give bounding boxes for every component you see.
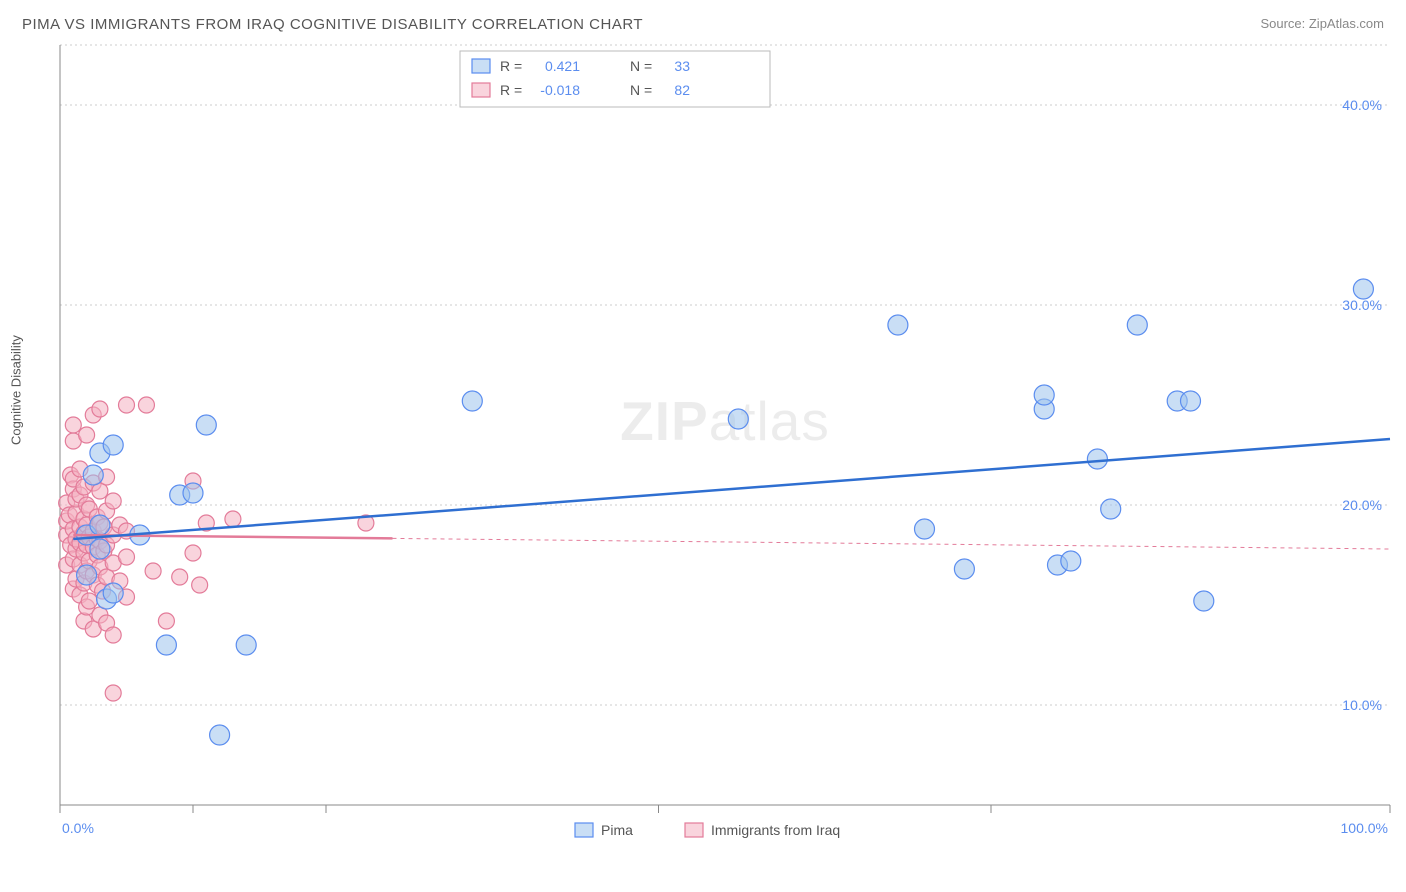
- data-point-blue: [156, 635, 176, 655]
- chart-svg: 0.0%100.0%10.0%20.0%30.0%40.0%ZIPatlasR …: [10, 35, 1396, 855]
- data-point-blue: [1087, 449, 1107, 469]
- header: PIMA VS IMMIGRANTS FROM IRAQ COGNITIVE D…: [10, 10, 1396, 35]
- data-point-blue: [90, 539, 110, 559]
- data-point-blue: [236, 635, 256, 655]
- data-point-pink: [105, 627, 121, 643]
- chart-container: PIMA VS IMMIGRANTS FROM IRAQ COGNITIVE D…: [10, 10, 1396, 882]
- legend-swatch-pink: [685, 823, 703, 837]
- stats-n-label: N =: [630, 58, 652, 74]
- source-attribution: Source: ZipAtlas.com: [1260, 16, 1384, 31]
- data-point-blue: [210, 725, 230, 745]
- data-point-blue: [1353, 279, 1373, 299]
- legend-label-blue: Pima: [601, 822, 633, 838]
- data-point-pink: [145, 563, 161, 579]
- data-point-pink: [158, 613, 174, 629]
- y-tick-label: 20.0%: [1342, 497, 1382, 513]
- data-point-blue: [1061, 551, 1081, 571]
- data-point-pink: [105, 685, 121, 701]
- data-point-blue: [728, 409, 748, 429]
- stats-n-value: 33: [674, 58, 690, 74]
- data-point-blue: [196, 415, 216, 435]
- watermark: ZIPatlas: [620, 390, 830, 452]
- stats-r-value: -0.018: [540, 82, 580, 98]
- stats-r-label: R =: [500, 58, 522, 74]
- data-point-blue: [1181, 391, 1201, 411]
- x-tick-label: 100.0%: [1341, 820, 1388, 836]
- chart-area: Cognitive Disability 0.0% 100.0% 10.0% 20.0…: [10, 35, 1396, 855]
- stats-swatch-blue: [472, 59, 490, 73]
- data-point-blue: [888, 315, 908, 335]
- y-tick-label: 40.0%: [1342, 97, 1382, 113]
- source-label: Source:: [1260, 16, 1308, 31]
- stats-n-label: N =: [630, 82, 652, 98]
- x-tick-label: 0.0%: [62, 820, 94, 836]
- data-point-pink: [79, 427, 95, 443]
- data-point-pink: [119, 397, 135, 413]
- data-point-blue: [1194, 591, 1214, 611]
- data-point-pink: [185, 545, 201, 561]
- data-point-blue: [103, 583, 123, 603]
- chart-title: PIMA VS IMMIGRANTS FROM IRAQ COGNITIVE D…: [22, 16, 643, 33]
- data-point-blue: [1034, 385, 1054, 405]
- source-value: ZipAtlas.com: [1309, 16, 1384, 31]
- stats-swatch-pink: [472, 83, 490, 97]
- stats-r-value: 0.421: [545, 58, 580, 74]
- data-point-blue: [462, 391, 482, 411]
- legend-label-pink: Immigrants from Iraq: [711, 822, 840, 838]
- data-point-pink: [65, 417, 81, 433]
- data-point-blue: [954, 559, 974, 579]
- legend-swatch-blue: [575, 823, 593, 837]
- data-point-blue: [77, 565, 97, 585]
- data-point-blue: [83, 465, 103, 485]
- stats-n-value: 82: [674, 82, 690, 98]
- data-point-pink: [138, 397, 154, 413]
- trend-line-blue: [73, 439, 1390, 539]
- data-point-blue: [183, 483, 203, 503]
- data-point-pink: [119, 549, 135, 565]
- y-axis-label: Cognitive Disability: [9, 335, 24, 445]
- y-tick-label: 10.0%: [1342, 697, 1382, 713]
- data-point-blue: [915, 519, 935, 539]
- data-point-blue: [1127, 315, 1147, 335]
- data-point-blue: [90, 515, 110, 535]
- data-point-pink: [225, 511, 241, 527]
- data-point-pink: [172, 569, 188, 585]
- trend-line-pink-dash: [393, 538, 1391, 549]
- data-point-pink: [105, 493, 121, 509]
- stats-r-label: R =: [500, 82, 522, 98]
- data-point-pink: [192, 577, 208, 593]
- data-point-blue: [103, 435, 123, 455]
- data-point-pink: [81, 593, 97, 609]
- data-point-blue: [1101, 499, 1121, 519]
- data-point-pink: [92, 401, 108, 417]
